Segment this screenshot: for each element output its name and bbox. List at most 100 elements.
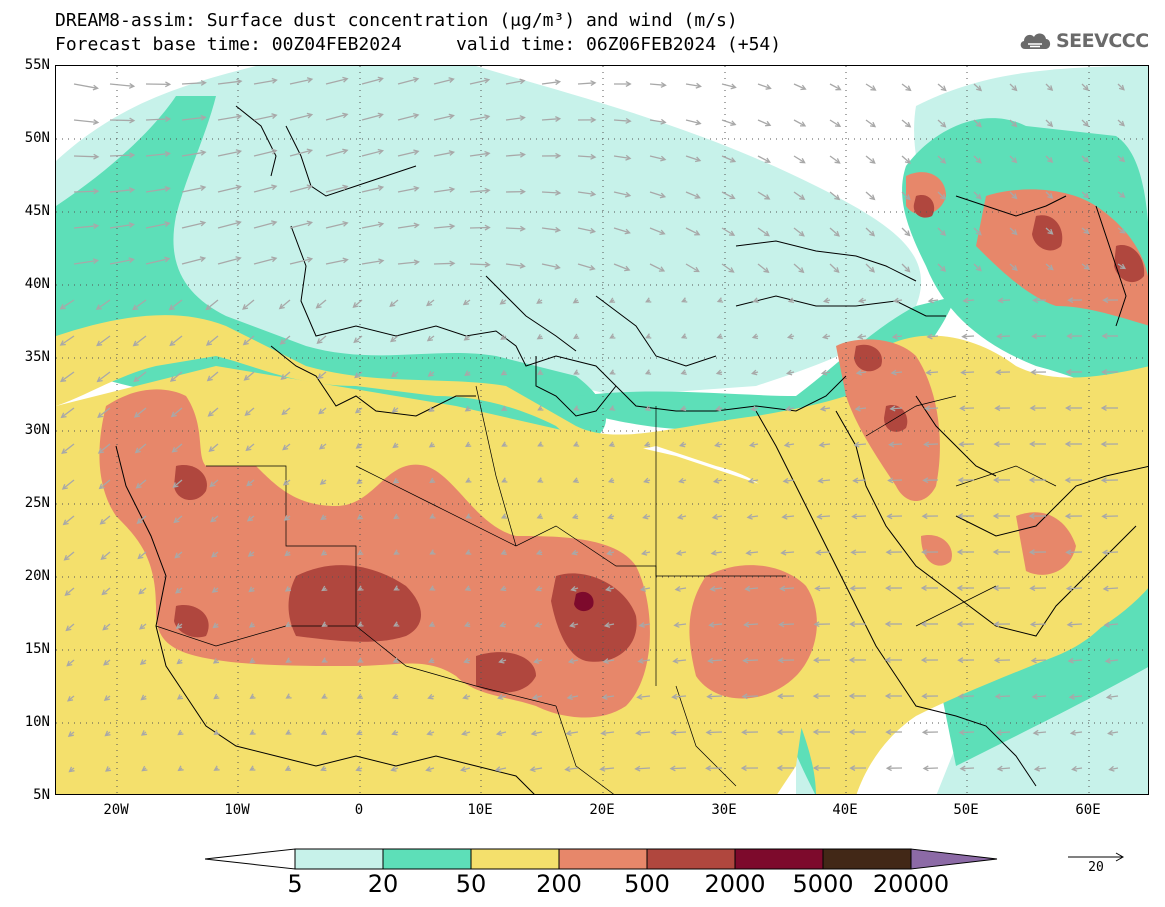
wind-arrow-head: [206, 375, 213, 382]
wind-arrow-head: [609, 333, 616, 339]
wind-arrow-shaft: [865, 263, 875, 273]
wind-arrow-head: [164, 116, 172, 123]
wind-arrow-head: [248, 586, 255, 593]
wind-arrow-shaft: [1108, 731, 1119, 735]
wind-arrow-head: [280, 374, 287, 380]
wind-arrow-head: [519, 188, 526, 195]
wind-arrow-shaft: [817, 515, 831, 518]
wind-arrow-shaft: [577, 191, 595, 196]
wind-arrow-head: [927, 297, 934, 304]
wind-arrow-head: [205, 304, 212, 311]
wind-arrow-head: [536, 477, 544, 483]
wind-arrow-head: [678, 477, 685, 484]
wind-arrow-head: [247, 551, 254, 557]
wind-arrow-head: [659, 192, 667, 199]
wind-arrow-head: [279, 338, 286, 345]
wind-arrow-shaft: [109, 83, 134, 87]
wind-arrow-head: [356, 693, 363, 699]
wind-arrow-shaft: [173, 515, 183, 523]
wind-arrow-head: [174, 552, 181, 559]
wind-arrow-head: [173, 517, 180, 524]
wind-arrow-head: [391, 407, 398, 413]
wind-arrow-shaft: [613, 119, 631, 122]
wind-arrow-head: [134, 447, 141, 454]
wind-arrow-head: [59, 303, 66, 310]
wind-arrow-head: [172, 482, 179, 488]
wind-arrow-head: [427, 371, 434, 377]
wind-arrow-head: [429, 549, 436, 555]
wind-arrow-head: [138, 588, 145, 595]
wind-arrow-head: [573, 405, 580, 411]
wind-arrow-shaft: [109, 119, 134, 122]
wind-arrow-head: [390, 766, 397, 772]
wind-arrow-shaft: [73, 259, 98, 265]
wind-arrow-head: [132, 340, 139, 347]
wind-arrow-shaft: [819, 443, 831, 446]
wind-arrow-shaft: [253, 149, 277, 157]
wind-arrow-head: [357, 549, 364, 556]
colorbar-bin-500-2000: [646, 848, 736, 870]
wind-arrow-shaft: [354, 371, 363, 378]
wind-arrow-shaft: [289, 258, 312, 265]
wind-arrow-shaft: [246, 479, 255, 487]
wind-arrow-head: [730, 83, 737, 90]
wind-arrow-head: [102, 624, 109, 631]
wind-arrow-head: [355, 443, 362, 449]
wind-arrow-head: [271, 148, 278, 155]
wind-arrow-head: [537, 441, 544, 447]
wind-arrow-head: [564, 766, 571, 773]
wind-arrow-head: [750, 405, 757, 412]
wind-arrow-shaft: [829, 191, 840, 200]
wind-arrow-shaft: [318, 407, 327, 415]
wind-arrow-shaft: [711, 551, 723, 555]
wind-arrow-head: [413, 259, 420, 266]
wind-arrow-head: [1083, 264, 1090, 270]
wind-arrow-head: [1083, 192, 1090, 199]
wind-arrow-shaft: [793, 227, 805, 237]
wind-arrow-shaft: [973, 119, 982, 128]
wind-arrow-head: [958, 441, 965, 448]
wind-arrow-head: [707, 657, 714, 664]
wind-arrow-head: [609, 369, 616, 375]
wind-arrow-head: [659, 229, 666, 236]
wind-arrow-shaft: [1045, 227, 1053, 235]
wind-arrow-head: [377, 221, 385, 228]
wind-arrow-head: [856, 333, 864, 340]
wind-arrow-head: [413, 112, 420, 119]
wind-arrow-shaft: [325, 222, 348, 229]
wind-arrow-head: [320, 765, 327, 772]
wind-arrow-shaft: [242, 299, 255, 310]
wind-arrow-shaft: [361, 223, 384, 229]
wind-arrow-shaft: [145, 187, 170, 193]
wind-arrow-shaft: [245, 407, 255, 416]
wind-arrow-shaft: [505, 263, 525, 267]
wind-arrow-shaft: [721, 83, 736, 89]
wind-arrow-head: [822, 297, 830, 304]
wind-arrow-shaft: [1081, 263, 1090, 270]
wind-arrow-head: [353, 337, 360, 344]
colorbar-label-500: 500: [624, 870, 670, 898]
wind-arrow-head: [957, 513, 964, 519]
wind-arrow-head: [393, 621, 400, 627]
wind-arrow-shaft: [101, 551, 111, 560]
wind-arrow-shaft: [244, 371, 255, 381]
wind-arrow-shaft: [1067, 623, 1083, 626]
wind-arrow-head: [393, 585, 400, 591]
wind-arrow-head: [1011, 121, 1018, 128]
wind-arrow-head: [636, 693, 643, 700]
wind-arrow-head: [1119, 263, 1127, 270]
wind-arrow-head: [1119, 228, 1126, 234]
wind-arrow-shaft: [1103, 551, 1119, 554]
wind-arrow-head: [870, 85, 877, 91]
lat-label-45n: 45N: [24, 203, 50, 219]
wind-arrow-head: [921, 549, 928, 555]
wind-arrow-head: [501, 441, 508, 447]
lat-label-20n: 20N: [24, 568, 50, 584]
wind-arrow-head: [500, 549, 507, 555]
wind-arrow-head: [390, 371, 397, 378]
wind-arrow-head: [536, 298, 543, 304]
wind-arrow-head: [393, 513, 400, 520]
wind-arrow-shaft: [541, 191, 560, 194]
wind-arrow-head: [820, 369, 828, 376]
wind-arrow-shaft: [433, 225, 455, 229]
